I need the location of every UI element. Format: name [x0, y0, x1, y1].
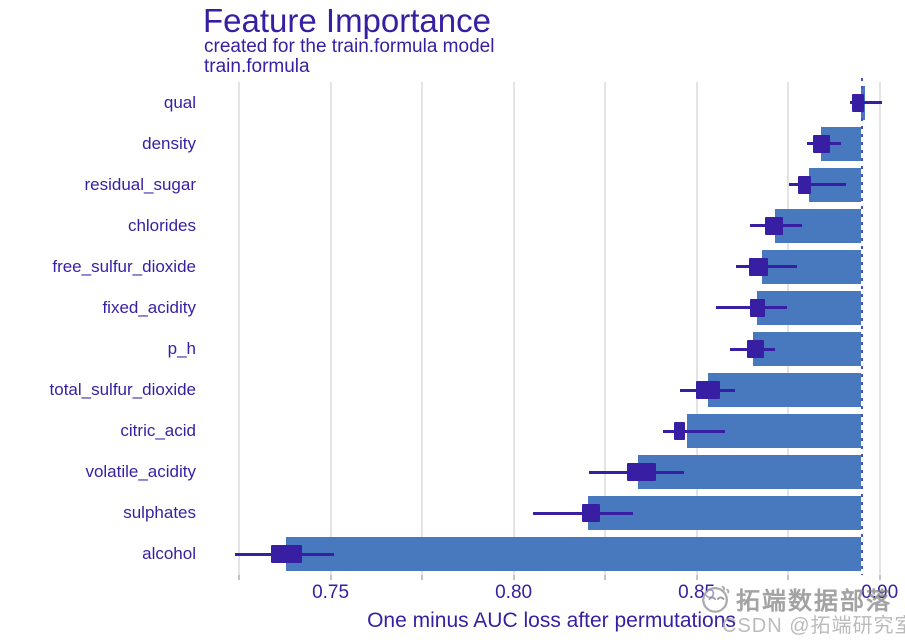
axis-tick — [512, 575, 515, 580]
axis-tick — [421, 575, 424, 580]
baseline-dashed-line — [861, 78, 864, 575]
boxplot-whisker — [662, 429, 726, 433]
y-axis-label: fixed_acidity — [102, 297, 196, 317]
watermark-brand-text: 拓端数据部落 — [736, 588, 892, 615]
boxplot-whisker — [849, 101, 883, 105]
chart-subtitle: created for the train.formula model — [204, 36, 495, 57]
boxplot-box — [581, 504, 600, 523]
gridline — [604, 82, 607, 575]
boxplot-box — [627, 463, 657, 482]
y-axis-label: sulphates — [123, 503, 196, 523]
x-tick-label: 0.90 — [861, 582, 899, 603]
y-axis-label: alcohol — [142, 544, 196, 564]
chart-title: Feature Importance — [203, 2, 491, 39]
axis-tick — [695, 575, 698, 580]
y-axis-label: chlorides — [127, 215, 196, 235]
gridline — [421, 82, 424, 575]
boxplot-box — [797, 175, 811, 194]
gridline — [695, 82, 698, 575]
boxplot-box — [750, 298, 766, 317]
boxplot-box — [813, 134, 830, 153]
boxplot-box — [696, 381, 721, 400]
boxplot-box — [746, 340, 764, 359]
axis-tick — [329, 575, 332, 580]
importance-bar — [285, 537, 862, 572]
smiley-face-icon — [702, 585, 730, 613]
boxplot-whisker — [788, 183, 846, 187]
boxplot-box — [764, 216, 784, 235]
axis-tick — [238, 575, 241, 580]
x-axis-title: One minus AUC loss after permutations — [367, 609, 736, 632]
gridline — [329, 82, 332, 575]
watermark-csdn: CSDN @拓端研究室 — [722, 615, 905, 637]
boxplot-box — [748, 257, 769, 276]
gridline — [878, 82, 881, 575]
gridline — [238, 82, 241, 575]
y-axis-label: free_sulfur_dioxide — [52, 256, 196, 276]
boxplot-box — [270, 545, 303, 564]
chart-subtitle-model-label: train.formula — [204, 56, 310, 77]
importance-bar — [588, 496, 862, 531]
y-axis-label: residual_sugar — [84, 174, 196, 194]
y-axis-label: qual — [163, 92, 196, 112]
y-axis-label: total_sulfur_dioxide — [49, 380, 196, 400]
y-axis-label: citric_acid — [120, 421, 196, 441]
gridline — [787, 82, 790, 575]
boxplot-box — [673, 422, 686, 441]
gridline — [512, 82, 515, 575]
y-axis-label: density — [142, 133, 196, 153]
axis-tick — [787, 575, 790, 580]
axis-tick — [604, 575, 607, 580]
x-tick-label: 0.75 — [312, 582, 350, 603]
y-axis-label: p_h — [167, 339, 196, 359]
watermark-brand: 拓端数据部落 — [700, 581, 892, 616]
x-tick-label: 0.80 — [495, 582, 533, 603]
boxplot-box — [852, 93, 864, 112]
axis-tick — [878, 575, 881, 580]
y-axis-label: volatile_acidity — [85, 462, 196, 482]
